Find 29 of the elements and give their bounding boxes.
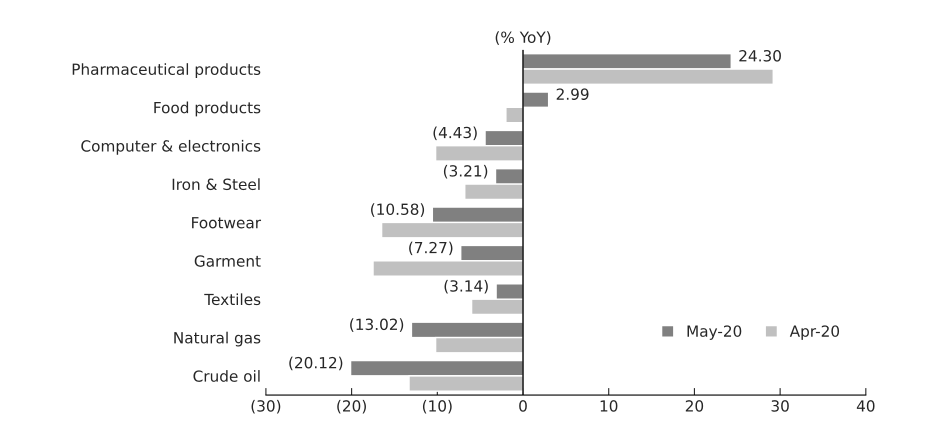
x-tick-label: 30 [772, 400, 789, 412]
data-label: (20.12) [289, 356, 342, 370]
y-tick-label: Pharmaceutical products [72, 63, 260, 78]
x-tick-label: 20 [686, 400, 704, 412]
y-tick-label: Textiles [204, 293, 260, 306]
y-tick-label: Iron & Steel [172, 178, 260, 190]
x-tick-label: (30) [252, 400, 280, 414]
y-tick-label: Footwear [192, 217, 262, 228]
y-tick-label: Computer & electronics [81, 140, 260, 155]
legend-label: May-20 [688, 325, 742, 340]
legend-label: Apr-20 [790, 325, 840, 340]
data-label: (4.43) [433, 126, 477, 140]
x-axis-title: (% YoY) [496, 31, 550, 45]
y-tick-label: Crude oil [193, 370, 260, 382]
data-label: (7.27) [409, 242, 452, 256]
data-label: (13.02) [350, 318, 404, 332]
x-tick-label: 0 [519, 400, 527, 412]
y-tick-label: Natural gas [174, 332, 260, 346]
x-tick-label: 40 [856, 400, 875, 412]
data-label: (3.14) [444, 280, 488, 294]
data-label: (3.21) [444, 164, 488, 178]
x-tick-label: 10 [600, 400, 618, 412]
y-tick-label: Food products [154, 102, 260, 116]
data-label: 2.99 [556, 88, 589, 100]
x-tick-label: (10) [422, 400, 452, 414]
data-label: 24.30 [739, 50, 781, 62]
x-tick-label: (20) [337, 400, 366, 414]
y-tick-label: Garment [194, 255, 261, 267]
data-label: (10.58) [371, 203, 424, 217]
